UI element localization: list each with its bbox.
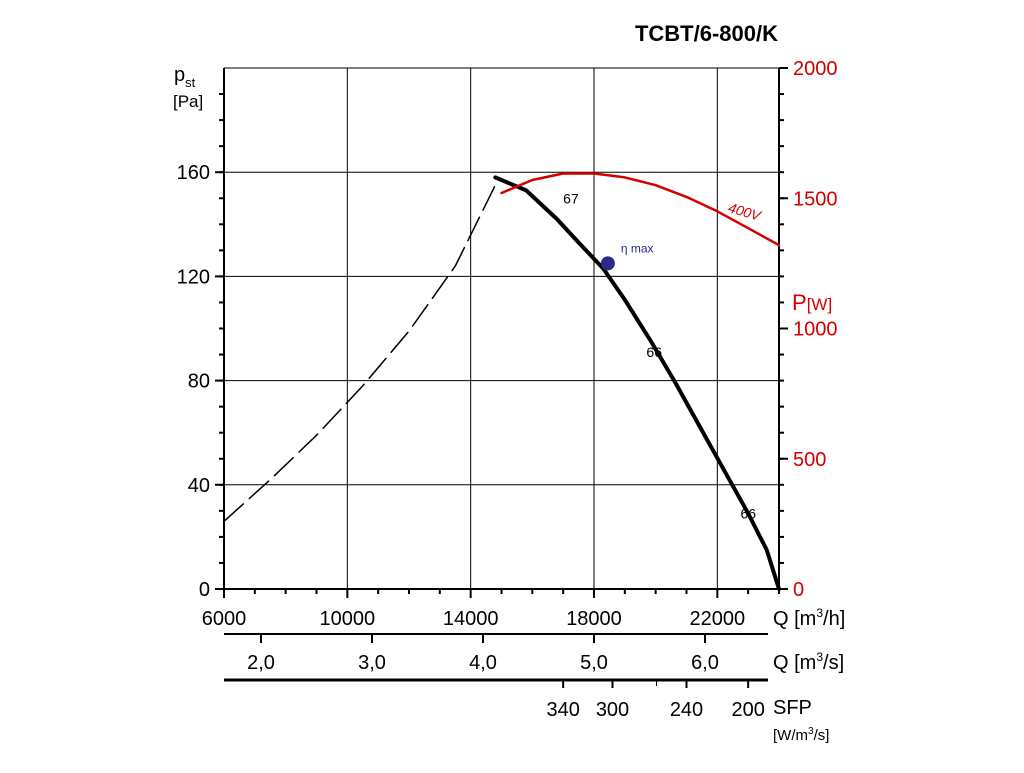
q-m3s-label-superscript: 3 xyxy=(816,650,823,664)
right-axis-label-unit: [W] xyxy=(807,295,833,314)
q-m3s-axis-label: Q [m3/s] xyxy=(773,650,844,674)
sfp-unit-superscript: 3 xyxy=(808,726,814,737)
x-axis-tick-label: 6000 xyxy=(202,608,247,630)
pressure-curve-line xyxy=(493,175,781,591)
sfp-tick-label: 300 xyxy=(596,699,629,721)
right-axis-tick-label: 2000 xyxy=(793,58,838,80)
left-axis-tick-label: 0 xyxy=(199,579,210,601)
q-m3s-tick-label: 5,0 xyxy=(580,652,608,674)
x-axis-tick-label: 14000 xyxy=(443,608,499,630)
left-axis-tick-label: 80 xyxy=(188,371,210,393)
sfp-unit-part: [W/m xyxy=(773,727,808,744)
eta-max-marker xyxy=(600,256,615,271)
right-axis-tick-label: 500 xyxy=(793,449,826,471)
right-axis-label-main: P xyxy=(792,290,807,315)
sfp-tick-label: 240 xyxy=(670,699,703,721)
sfp-axis-unit: [W/m3/s] xyxy=(773,726,829,744)
axis-layer xyxy=(215,67,788,688)
efficiency-label: 67 xyxy=(563,190,579,206)
right-axis-tick-label: 1500 xyxy=(793,188,838,210)
q-m3s-tick-label: 4,0 xyxy=(469,652,497,674)
chart-title: TCBT/6-800/K xyxy=(635,21,778,46)
eta-max-label: η max xyxy=(621,241,654,255)
left-axis-label: pst xyxy=(174,64,196,90)
efficiency-label: 66 xyxy=(646,344,662,360)
x-axis-tick-label: 10000 xyxy=(320,608,376,630)
stall-region-dashed-line xyxy=(223,184,497,523)
right-axis-tick-label: 0 xyxy=(793,579,804,601)
q-m3s-tick-label: 3,0 xyxy=(358,652,386,674)
left-axis-unit: [Pa] xyxy=(173,92,203,111)
left-axis-tick-label: 160 xyxy=(177,162,210,184)
sfp-unit-part: /s] xyxy=(814,727,830,744)
grid-layer xyxy=(224,68,779,589)
left-axis-label-subscript: st xyxy=(185,75,196,90)
power-curve-line xyxy=(500,172,781,247)
efficiency-label: 66 xyxy=(740,506,756,522)
right-axis-tick-label: 1000 xyxy=(793,319,838,341)
series-layer xyxy=(223,172,781,591)
x-axis-label-superscript: 3 xyxy=(816,606,823,620)
q-m3s-label-part: Q [m xyxy=(773,652,816,674)
left-axis-tick-label: 120 xyxy=(177,266,210,288)
x-axis-label: Q [m3/h] xyxy=(773,606,845,630)
q-m3s-tick-label: 2,0 xyxy=(247,652,275,674)
label-layer: TCBT/6-800/K 0 40 80 120 160 0 500 1000 1500 2000 6… xyxy=(173,21,845,744)
q-m3s-label-part: /s] xyxy=(823,652,844,674)
x-axis-tick-label: 22000 xyxy=(690,608,746,630)
x-axis-tick-label: 18000 xyxy=(566,608,622,630)
x-axis-label-part: Q [m xyxy=(773,608,816,630)
x-axis-label-part: /h] xyxy=(823,608,845,630)
left-axis-tick-label: 40 xyxy=(188,475,210,497)
sfp-tick-label: 340 xyxy=(546,699,579,721)
left-axis-label-main: p xyxy=(174,64,185,86)
q-m3s-tick-label: 6,0 xyxy=(691,652,719,674)
sfp-axis-label: SFP xyxy=(773,697,812,719)
right-axis-label: P[W] xyxy=(792,290,832,315)
sfp-tick-label: 200 xyxy=(731,699,764,721)
